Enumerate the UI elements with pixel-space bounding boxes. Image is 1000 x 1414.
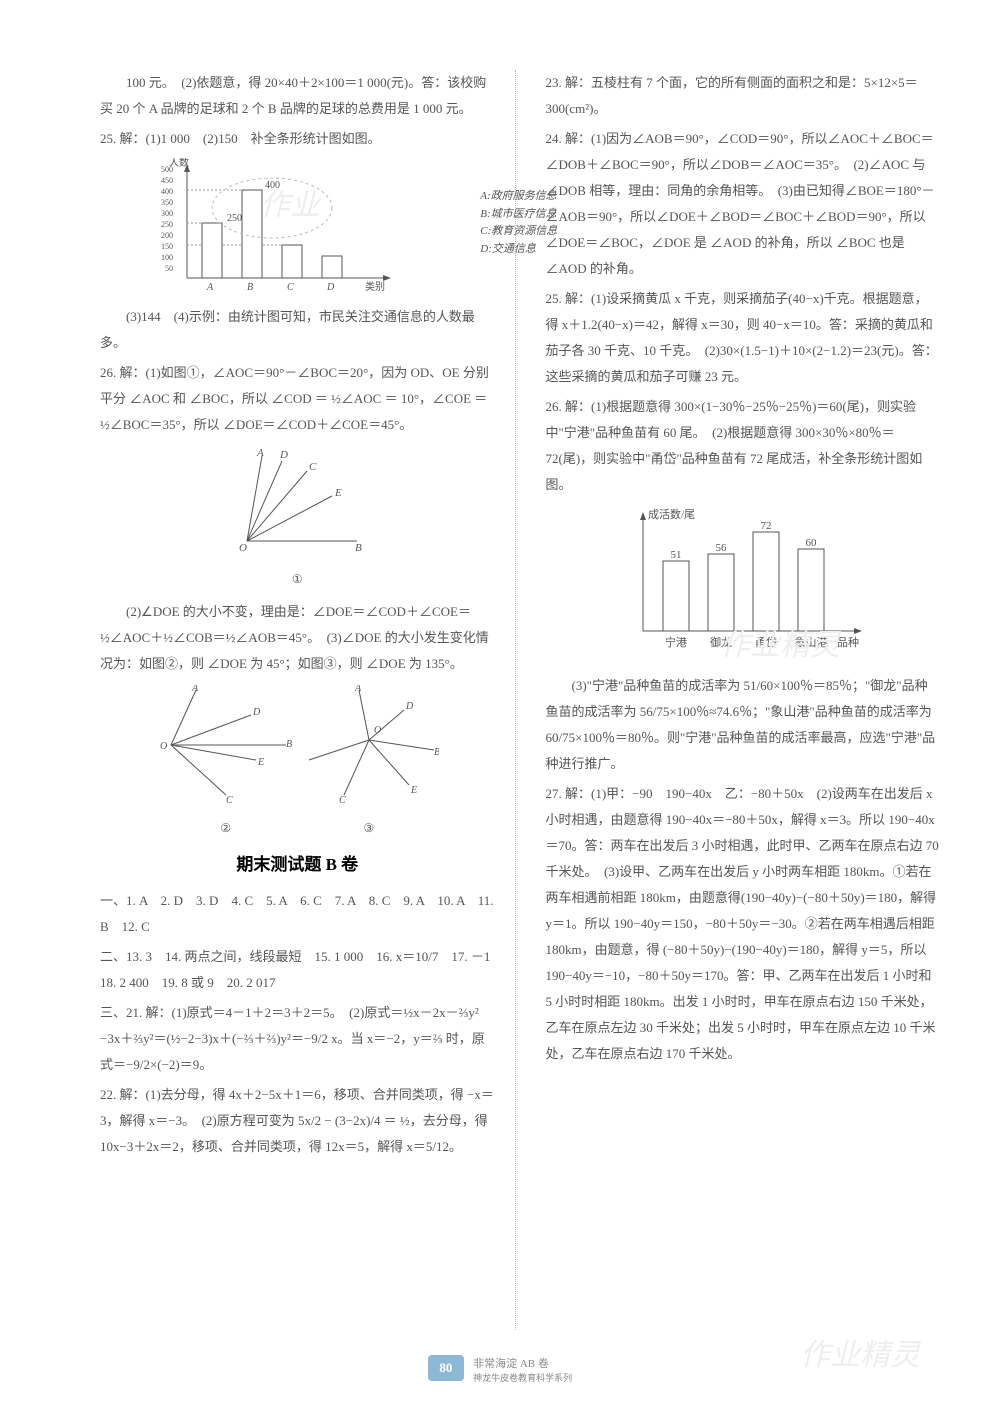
svg-text:B: B: [286, 739, 292, 750]
svg-text:B: B: [434, 747, 439, 758]
svg-text:C: C: [287, 282, 294, 293]
legend-item: D:交通信息: [480, 241, 557, 259]
svg-text:甬岱: 甬岱: [755, 635, 777, 649]
diagram-label: ①: [100, 567, 495, 591]
q26-text-a: 26. 解：(1)如图①，∠AOC＝90°－∠BOC＝20°，因为 OD、OE …: [100, 360, 495, 438]
svg-text:人数: 人数: [169, 158, 189, 169]
q26-text-b: (3)"宁港"品种鱼苗的成活率为 51/60×100％＝85％；"御龙"品种鱼苗…: [546, 673, 941, 777]
svg-text:400: 400: [265, 180, 280, 191]
svg-text:B: B: [247, 282, 253, 293]
two-column-layout: 100 元。 (2)依题意，得 20×40＋2×100＝1 000(元)。答：该…: [100, 70, 940, 1330]
legend-item: C:教育资源信息: [480, 223, 557, 241]
q26-text-b: (2)∠DOE 的大小不变，理由是：∠DOE＝∠COD＋∠COE＝ ½∠AOC＋…: [100, 599, 495, 677]
q22-text: 22. 解：(1)去分母，得 4x＋2−5x＋1＝6，移项、合并同类项，得 −x…: [100, 1082, 495, 1160]
q23-text: 23. 解：五棱柱有 7 个面，它的所有侧面的面积之和是：5×12×5＝300(…: [546, 70, 941, 122]
svg-text:250: 250: [227, 213, 242, 224]
svg-text:400: 400: [161, 187, 173, 196]
svg-text:60: 60: [805, 537, 817, 549]
svg-text:72: 72: [760, 520, 771, 532]
chart1-legend: A:政府服务信息 B:城市医疗信息 C:教育资源信息 D:交通信息: [480, 188, 557, 258]
footer-line1: 非常海淀 AB 卷: [473, 1358, 549, 1370]
svg-text:A: A: [206, 282, 214, 293]
legend-item: B:城市医疗信息: [480, 206, 557, 224]
section-1-answers: 一、1. A 2. D 3. D 4. C 5. A 6. C 7. A 8. …: [100, 888, 495, 940]
q25-text-a: 25. 解：(1)1 000 (2)150 补全条形统计图如图。: [100, 126, 495, 152]
legend-item: A:政府服务信息: [480, 188, 557, 206]
svg-text:E: E: [334, 487, 342, 499]
svg-text:御龙: 御龙: [710, 635, 732, 649]
bar-chart-info-types: 500450 400350 300250 200150 10050: [157, 158, 437, 298]
svg-text:A: A: [256, 447, 264, 459]
svg-text:300: 300: [161, 209, 173, 218]
page-footer: 80 非常海淀 AB 卷 神龙牛皮卷教育科学系列: [0, 1355, 1000, 1384]
svg-text:D: D: [405, 701, 414, 712]
svg-text:E: E: [257, 757, 264, 768]
svg-text:成活数/尾: 成活数/尾: [648, 508, 695, 521]
svg-text:B: B: [355, 542, 362, 554]
svg-text:D: D: [326, 282, 335, 293]
svg-text:250: 250: [161, 220, 173, 229]
svg-text:宁港: 宁港: [665, 635, 687, 649]
section-2-answers: 二、13. 3 14. 两点之间，线段最短 15. 1 000 16. x＝10…: [100, 944, 495, 996]
svg-text:品种: 品种: [837, 635, 859, 649]
svg-text:56: 56: [715, 542, 727, 554]
svg-text:200: 200: [161, 231, 173, 240]
svg-text:C: C: [309, 461, 317, 473]
svg-text:E: E: [410, 785, 417, 796]
svg-text:51: 51: [670, 549, 681, 561]
svg-text:D: D: [279, 449, 288, 461]
angle-diagrams-2-3: A D B E C O A D O B E C ② ③: [100, 685, 495, 840]
q25-text: 25. 解：(1)设采摘黄瓜 x 千克，则采摘茄子(40−x)千克。根据题意，得…: [546, 286, 941, 390]
svg-text:C: C: [226, 795, 233, 805]
exam-b-title: 期末测试题 B 卷: [100, 848, 495, 882]
svg-text:D: D: [252, 707, 261, 718]
q26-text-a: 26. 解：(1)根据题意得 300×(1−30％−25％−25％)＝60(尾)…: [546, 394, 941, 498]
svg-text:100: 100: [161, 253, 173, 262]
footer-line2: 神龙牛皮卷教育科学系列: [473, 1373, 572, 1383]
left-column: 100 元。 (2)依题意，得 20×40＋2×100＝1 000(元)。答：该…: [100, 70, 516, 1330]
svg-text:O: O: [239, 542, 247, 554]
q25-text-b: (3)144 (4)示例：由统计图可知，市民关注交通信息的人数最多。: [100, 304, 495, 356]
page-number: 80: [428, 1355, 464, 1381]
svg-text:A: A: [191, 685, 199, 694]
q27-text: 27. 解：(1)甲：−90 190−40x 乙：−80＋50x (2)设两车在…: [546, 781, 941, 1067]
svg-text:50: 50: [165, 264, 173, 273]
bar-chart-fish: 成活数/尾 51 56 72 60 宁港 御龙 甬岱 象山港 品种: [546, 506, 941, 665]
diagram-labels: ② ③: [100, 816, 495, 840]
svg-text:350: 350: [161, 198, 173, 207]
svg-text:A: A: [354, 685, 362, 694]
svg-text:C: C: [339, 795, 346, 805]
q21-text: 三、21. 解：(1)原式＝4－1＋2＝3＋2＝5。 (2)原式＝½x－2x－⅔…: [100, 1000, 495, 1078]
right-column: 23. 解：五棱柱有 7 个面，它的所有侧面的面积之和是：5×12×5＝300(…: [546, 70, 941, 1330]
svg-text:O: O: [160, 741, 167, 752]
q24-text: 24. 解：(1)因为∠AOB＝90°，∠COD＝90°，所以∠AOC＋∠BOC…: [546, 126, 941, 282]
svg-text:类别: 类别: [365, 280, 385, 293]
svg-text:450: 450: [161, 176, 173, 185]
angle-diagram-1: A D C E O B ①: [100, 446, 495, 591]
text-continuation: 100 元。 (2)依题意，得 20×40＋2×100＝1 000(元)。答：该…: [100, 70, 495, 122]
svg-text:象山港: 象山港: [794, 636, 827, 649]
svg-text:O: O: [374, 725, 381, 736]
svg-text:150: 150: [161, 242, 173, 251]
